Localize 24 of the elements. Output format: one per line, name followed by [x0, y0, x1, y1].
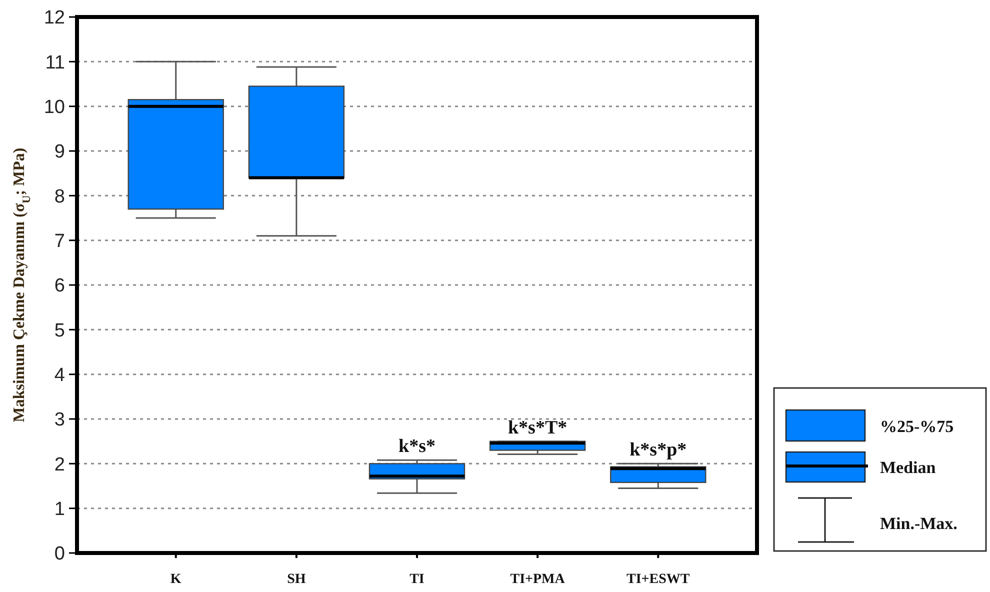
- y-tick-label: 10: [44, 96, 65, 118]
- text: Min.-Max.: [880, 514, 958, 533]
- text: %25-%75: [880, 416, 954, 436]
- y-tick-label: 7: [54, 230, 65, 252]
- y-tick-label: 5: [54, 320, 65, 342]
- annotation: k*s*: [398, 436, 436, 458]
- x-tick-label: TI+PMA: [510, 572, 566, 587]
- y-tick-label: 12: [44, 8, 65, 29]
- x-tick-label: SH: [287, 572, 306, 587]
- x-tick-label: TI: [410, 572, 424, 587]
- annotation: k*s*p*: [630, 440, 687, 461]
- y-tick-label: 6: [54, 276, 65, 297]
- text: Median: [880, 458, 936, 477]
- y-tick-label: 9: [54, 142, 65, 163]
- y-tick-label: 3: [54, 410, 65, 431]
- x-tick-label: TI+ESWT: [626, 572, 690, 587]
- annotation: k*s*T*: [508, 417, 568, 438]
- y-tick-label: 4: [54, 364, 66, 386]
- y-tick-label: 2: [54, 454, 65, 476]
- y-tick-label: 11: [45, 52, 65, 74]
- y-tick-label: 1: [54, 498, 65, 520]
- y-tick-label: 0: [54, 544, 65, 565]
- x-tick-label: K: [170, 572, 182, 587]
- y-tick-label: 8: [54, 186, 65, 208]
